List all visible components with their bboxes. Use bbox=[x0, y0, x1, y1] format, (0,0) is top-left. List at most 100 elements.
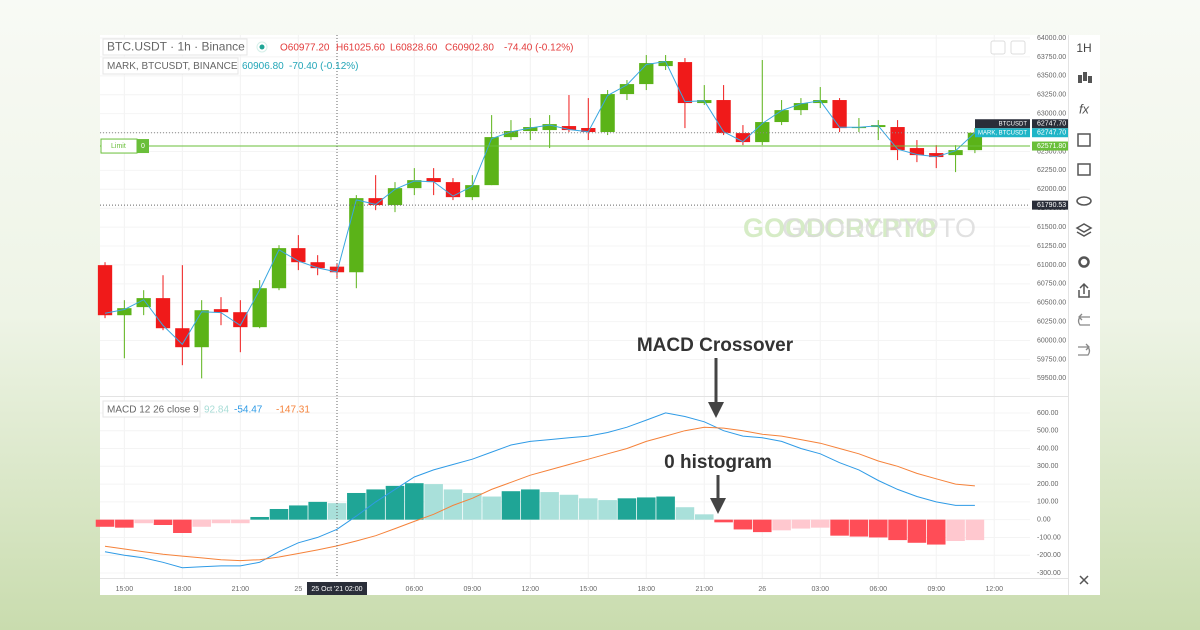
indicators-button[interactable]: fx bbox=[1079, 101, 1090, 116]
histogram-bar bbox=[115, 519, 134, 528]
redo-icon[interactable] bbox=[1078, 343, 1091, 356]
histogram-bar bbox=[443, 489, 463, 520]
tool-icon[interactable] bbox=[1077, 133, 1091, 147]
y-tick-label: -200.00 bbox=[1037, 552, 1061, 559]
histogram-bar bbox=[540, 492, 559, 520]
candle-body bbox=[523, 127, 538, 132]
mark-box bbox=[102, 57, 239, 75]
crosshair-time: 25 Oct '21 02:00 bbox=[311, 586, 362, 593]
histogram-bar bbox=[385, 485, 405, 520]
y-tick-label: 63000.00 bbox=[1037, 110, 1066, 117]
candles-icon[interactable] bbox=[1078, 72, 1092, 83]
histogram-bar bbox=[617, 498, 637, 520]
grid bbox=[100, 35, 1030, 578]
tool-icon[interactable] bbox=[1077, 163, 1091, 176]
x-tick-label: 12:00 bbox=[522, 586, 540, 593]
macd-line bbox=[104, 412, 975, 569]
histogram-bar bbox=[926, 519, 946, 545]
y-tick-label: -300.00 bbox=[1037, 570, 1061, 577]
y-tick-label: 61500.00 bbox=[1037, 224, 1066, 231]
candle-body bbox=[600, 94, 615, 133]
annotation: MACD Crossover bbox=[637, 335, 794, 356]
watermark: GOODCRYPTO bbox=[743, 213, 937, 243]
y-tick-label: 63750.00 bbox=[1037, 54, 1066, 61]
crosshair-price-box bbox=[1032, 200, 1068, 210]
histogram-bar bbox=[366, 489, 385, 520]
symbol-title: BTC.USDT · 1h · Binance bbox=[107, 40, 245, 54]
histogram-bar bbox=[173, 519, 192, 533]
x-tick-label: 06:00 bbox=[406, 586, 424, 593]
price-name-box bbox=[975, 128, 1030, 138]
price-name-box bbox=[975, 119, 1030, 129]
x-tick-label: 21:00 bbox=[696, 586, 714, 593]
histogram-bar bbox=[598, 500, 617, 520]
histogram-bar bbox=[791, 519, 811, 529]
histogram-bar bbox=[231, 519, 250, 524]
histogram-bar bbox=[559, 494, 579, 520]
candle-body bbox=[426, 178, 441, 183]
histogram-bar bbox=[810, 519, 830, 528]
candle-body bbox=[774, 110, 789, 123]
crosshair-time-box bbox=[306, 582, 367, 595]
x-tick-label: 15:00 bbox=[116, 586, 134, 593]
y-tick-label: 59750.00 bbox=[1037, 356, 1066, 363]
macd-box bbox=[102, 400, 201, 418]
ohlc-high: H61025.60 bbox=[336, 43, 385, 54]
watermark: GOODCRYPTO bbox=[782, 213, 976, 243]
histogram-bar bbox=[95, 519, 115, 527]
x-tick-label: 15:00 bbox=[580, 586, 598, 593]
candle-body bbox=[735, 133, 751, 143]
x-tick-label: 25 bbox=[294, 586, 302, 593]
candle-body bbox=[658, 61, 673, 67]
mark-value: 60906.80 bbox=[242, 61, 284, 72]
undo-icon[interactable] bbox=[1077, 313, 1091, 326]
histogram-bar bbox=[888, 519, 907, 541]
candle-body bbox=[155, 298, 171, 329]
ohlc-open: O60977.20 bbox=[280, 43, 330, 54]
x-tick-label: 09:00 bbox=[927, 586, 945, 593]
header-icon[interactable] bbox=[1010, 40, 1026, 55]
order-name: Limit bbox=[111, 143, 126, 150]
x-tick-label: 03:00 bbox=[811, 586, 829, 593]
y-tick-label: 61250.00 bbox=[1037, 243, 1066, 250]
header-icon[interactable] bbox=[990, 40, 1006, 55]
settings-icon[interactable] bbox=[1078, 256, 1090, 268]
y-tick-label: 100.00 bbox=[1037, 499, 1059, 506]
y-tick-label: 63500.00 bbox=[1037, 73, 1066, 80]
histogram-bar bbox=[656, 496, 675, 520]
y-tick-label: 60000.00 bbox=[1037, 337, 1066, 344]
candle-body bbox=[619, 84, 635, 95]
candle-body bbox=[465, 185, 480, 198]
histogram-bar bbox=[946, 519, 965, 542]
macd-line bbox=[104, 426, 975, 562]
tool-icon[interactable] bbox=[1075, 223, 1093, 237]
candle-body bbox=[213, 309, 229, 313]
price-label: 62747.70 bbox=[1037, 121, 1066, 128]
arrow-head bbox=[710, 498, 726, 514]
y-tick-label: 0.00 bbox=[1037, 517, 1051, 524]
histogram-bar bbox=[733, 519, 753, 530]
interval-button[interactable]: 1H bbox=[1076, 41, 1091, 55]
mark-title: MARK, BTCUSDT, BINANCE bbox=[107, 61, 238, 72]
arrow-head bbox=[708, 402, 724, 418]
price-label: 62747.70 bbox=[1037, 130, 1066, 137]
x-tick-label: 09:00 bbox=[464, 586, 482, 593]
share-icon[interactable] bbox=[1078, 282, 1090, 298]
candle-body bbox=[271, 248, 287, 289]
candle-body bbox=[639, 63, 654, 85]
candle-body bbox=[890, 127, 905, 151]
histogram-bar bbox=[269, 508, 289, 520]
tool-icon[interactable] bbox=[1076, 196, 1092, 206]
candle-body bbox=[252, 288, 267, 328]
histogram-bar bbox=[153, 519, 173, 525]
candle-body bbox=[909, 148, 925, 156]
order-qty-box bbox=[137, 139, 149, 154]
histogram-bar bbox=[424, 484, 443, 520]
y-tick-label: 64000.00 bbox=[1037, 35, 1066, 42]
y-tick-label: 60750.00 bbox=[1037, 281, 1066, 288]
histogram-bar bbox=[521, 489, 540, 520]
candle-body bbox=[407, 180, 422, 189]
histogram-bar bbox=[849, 519, 869, 537]
close-icon[interactable] bbox=[1079, 575, 1089, 585]
ohlc-change: -74.40 (-0.12%) bbox=[504, 43, 573, 54]
